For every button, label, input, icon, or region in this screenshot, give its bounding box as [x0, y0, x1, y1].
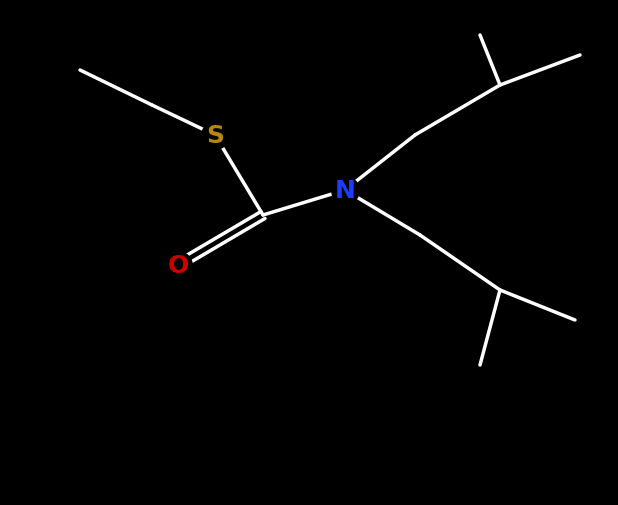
Text: S: S: [206, 124, 224, 147]
Text: N: N: [334, 179, 355, 203]
Text: O: O: [167, 254, 188, 277]
